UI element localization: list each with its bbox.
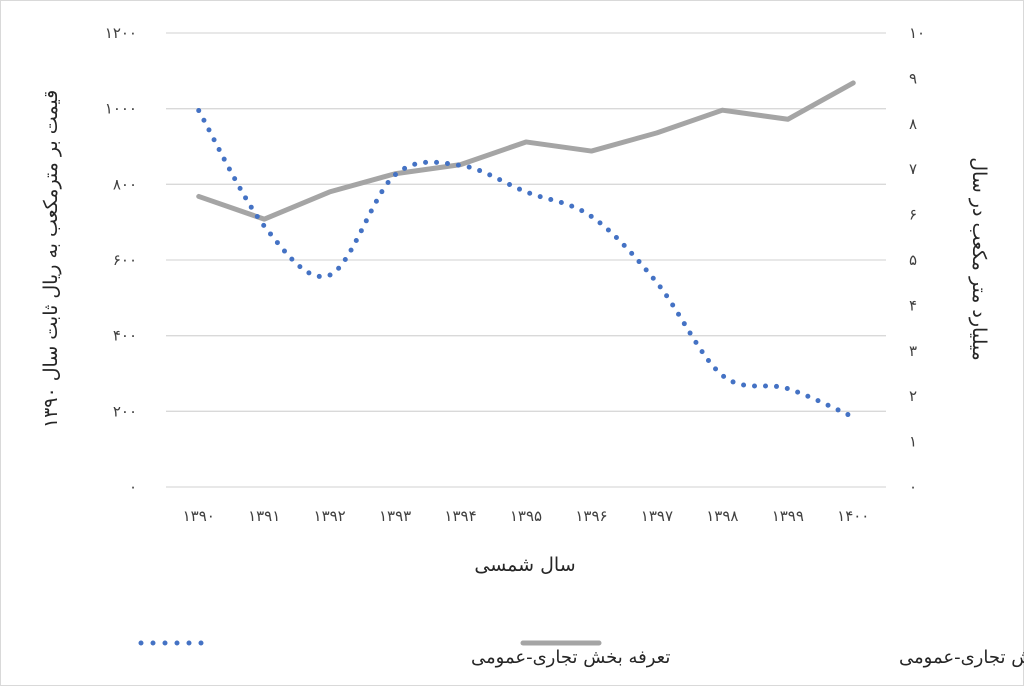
right-tick-label: ۳ [909,342,917,360]
left-axis-ticks: ۰ ۲۰۰ ۴۰۰ ۶۰۰ ۸۰۰ ۱۰۰۰ ۱۲۰۰ [105,24,137,496]
series-layer [196,80,856,420]
left-tick-label: ۴۰۰ [113,327,137,345]
x-tick-label: ۱۳۹۲ [314,507,346,525]
right-tick-label: ۷ [909,160,917,178]
right-tick-label: ۵ [909,251,917,269]
x-tick-label: ۱۳۹۸ [706,507,738,525]
left-axis-title: قیمت بر مترمکعب به ریال ثابت سال ۱۳۹۰ [40,90,62,428]
right-tick-label: ۹ [909,69,917,87]
legend: تعرفه بخش تجاری-عمومی مصرف گاز بخش تجاری… [138,640,1024,668]
left-tick-label: ۸۰۰ [113,175,137,193]
legend-label-tariff: تعرفه بخش تجاری-عمومی [471,647,670,668]
left-tick-label: ۶۰۰ [113,251,137,269]
right-axis-ticks: ۰ ۱ ۲ ۳ ۴ ۵ ۶ ۷ ۸ ۹ ۱۰ [909,24,925,496]
right-tick-label: ۶ [909,206,917,224]
left-tick-label: ۲۰۰ [113,402,137,420]
right-tick-label: ۸ [909,115,917,133]
series-line-tariff [196,108,856,420]
right-tick-label: ۱۰ [909,24,925,42]
right-tick-label: ۴ [909,296,917,314]
right-tick-label: ۰ [909,478,917,496]
x-tick-label: ۱۳۹۹ [772,507,804,525]
left-tick-label: ۰ [129,478,137,496]
right-axis-title: میلیارد متر مکعب در سال [968,157,990,361]
series-line-consumption [196,80,856,222]
legend-label-consumption: مصرف گاز بخش تجاری-عمومی [899,646,1024,668]
x-tick-label: ۱۳۹۶ [575,507,607,525]
x-tick-label: ۱۳۹۰ [183,507,215,525]
left-tick-label: ۱۰۰۰ [105,100,137,118]
x-tick-label: ۱۳۹۳ [379,507,411,525]
x-tick-label: ۱۳۹۱ [248,507,280,525]
right-tick-label: ۲ [909,387,917,405]
x-tick-label: ۱۳۹۵ [510,507,542,525]
x-tick-label: ۱۳۹۷ [641,507,673,525]
x-tick-label: ۱۴۰۰ [837,507,869,525]
gridlines [166,32,886,488]
x-tick-label: ۱۳۹۴ [444,507,476,525]
x-axis-ticks: ۱۳۹۰ ۱۳۹۱ ۱۳۹۲ ۱۳۹۳ ۱۳۹۴ ۱۳۹۵ ۱۳۹۶ ۱۳۹۷ ۱۳۹۸ ۱۳۹۹… [183,507,869,525]
x-axis-title: سال شمسی [474,554,575,576]
left-tick-label: ۱۲۰۰ [105,24,137,42]
right-tick-label: ۱ [909,433,917,451]
